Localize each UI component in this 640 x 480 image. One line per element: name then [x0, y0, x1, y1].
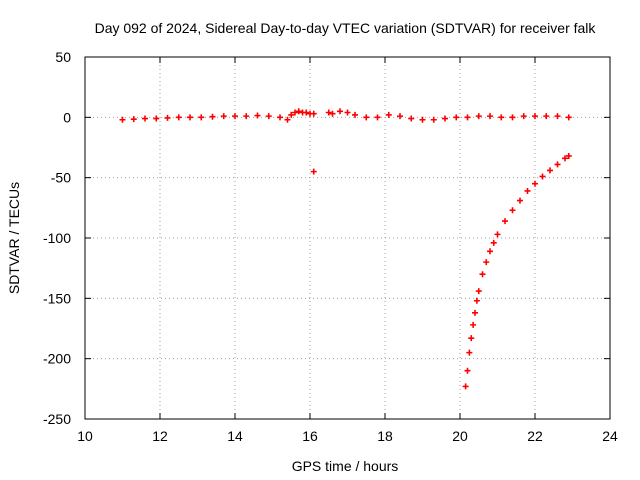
data-point [524, 187, 531, 194]
data-point [295, 108, 302, 115]
data-point [479, 271, 486, 278]
data-point [490, 239, 497, 246]
data-point [539, 173, 546, 180]
x-tick-label: 12 [152, 428, 168, 444]
x-tick-label: 10 [77, 428, 93, 444]
data-point [565, 114, 572, 121]
data-point [565, 152, 572, 159]
data-point [554, 161, 561, 168]
x-tick-label: 18 [377, 428, 393, 444]
data-point [487, 113, 493, 120]
data-point [153, 115, 160, 122]
data-point [175, 114, 182, 121]
data-point [277, 114, 283, 121]
data-point [466, 349, 473, 356]
data-point [562, 155, 568, 162]
data-point [520, 113, 527, 120]
data-point [554, 113, 561, 120]
data-point [344, 109, 351, 116]
data-point [483, 259, 490, 266]
data-points [119, 108, 572, 390]
data-point [243, 113, 250, 120]
data-point [442, 115, 448, 122]
data-point [164, 114, 171, 121]
data-point [142, 115, 148, 122]
data-point [310, 110, 317, 117]
data-point [198, 114, 205, 121]
x-tick-label: 22 [527, 428, 543, 444]
data-point [337, 108, 343, 115]
data-point [475, 288, 482, 295]
chart-title: Day 092 of 2024, Sidereal Day-to-day VTE… [95, 20, 597, 36]
data-point [430, 116, 437, 123]
data-point [325, 109, 332, 116]
data-point [464, 114, 471, 121]
data-point [453, 114, 460, 121]
data-point [532, 180, 538, 187]
y-tick-label: 0 [63, 109, 71, 125]
data-point [464, 367, 471, 374]
data-point [475, 113, 482, 120]
data-point [130, 116, 137, 123]
data-point [329, 110, 336, 117]
x-tick-label: 14 [227, 428, 243, 444]
data-point [220, 113, 227, 120]
data-point [470, 321, 477, 328]
data-point [292, 109, 298, 116]
y-tick-label: 50 [55, 49, 71, 65]
y-axis-label: SDTVAR / TECUs [6, 182, 22, 294]
data-point [265, 113, 272, 120]
data-point [543, 113, 550, 120]
y-tick-label: -150 [43, 290, 71, 306]
x-tick-label: 16 [302, 428, 318, 444]
data-point [509, 207, 516, 214]
y-tick-label: -100 [43, 230, 71, 246]
y-tick-label: -200 [43, 351, 71, 367]
data-point [547, 167, 553, 174]
data-point [473, 297, 480, 304]
data-point [288, 111, 295, 118]
data-point [119, 116, 126, 123]
data-point [209, 113, 216, 120]
plot-frame [84, 56, 611, 420]
x-axis-label: GPS time / hours [292, 458, 399, 474]
data-point [310, 168, 317, 175]
data-point [532, 113, 538, 120]
data-point [352, 111, 358, 118]
data-point [502, 218, 508, 225]
data-point [284, 116, 291, 123]
data-point [254, 112, 261, 119]
x-tick-label: 24 [602, 428, 618, 444]
data-point [374, 114, 381, 121]
data-point [498, 114, 505, 121]
data-point [408, 115, 415, 122]
data-point [363, 114, 370, 121]
data-point [517, 197, 523, 204]
data-point [487, 248, 493, 255]
y-tick-label: -250 [43, 411, 71, 427]
y-tick-label: -50 [51, 170, 71, 186]
data-point [472, 309, 478, 316]
axis-ticks: 10 12 14 16 18 20 22 24 -250 -200 -150 -100 -50 0 50 [43, 49, 618, 444]
data-point [397, 113, 403, 120]
data-point [303, 109, 310, 116]
data-point [232, 113, 238, 120]
data-point [509, 114, 516, 121]
data-point [419, 116, 426, 123]
data-point [385, 111, 392, 118]
data-point [187, 114, 193, 121]
x-tick-label: 20 [452, 428, 468, 444]
data-point [462, 383, 469, 390]
data-point [468, 335, 475, 342]
data-point [494, 231, 501, 238]
